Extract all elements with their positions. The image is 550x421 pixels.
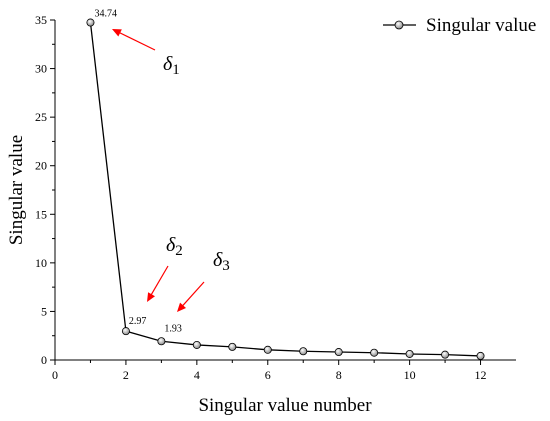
legend-marker-swatch (394, 20, 404, 30)
data-point-marker (476, 351, 485, 360)
delta-subscript: 1 (172, 62, 180, 78)
data-point-marker (263, 345, 272, 354)
data-point-marker (157, 337, 166, 346)
series-line (89, 22, 481, 357)
y-tick-label: 0 (41, 353, 47, 367)
data-point-marker (299, 347, 308, 356)
delta-symbol: δ (213, 249, 223, 271)
y-ticks: 0 5 10 15 20 25 30 35 (35, 13, 55, 367)
data-point-marker (370, 348, 379, 357)
data-label: 1.93 (164, 323, 182, 334)
red-arrow (180, 281, 205, 308)
data-point-marker (405, 349, 414, 358)
delta-annotation-1: δ1 (163, 53, 180, 78)
y-axis-title: Singular value (6, 135, 27, 245)
legend-entry: Singular value (426, 15, 536, 36)
delta-subscript: 2 (175, 243, 183, 259)
delta-annotation-3: δ3 (213, 249, 230, 274)
y-tick-label: 5 (41, 304, 47, 318)
x-tick-label: 10 (404, 368, 416, 382)
legend: Singular value (383, 15, 536, 36)
y-tick-label: 30 (35, 62, 47, 76)
x-ticks: 0 2 4 6 8 10 12 (52, 360, 487, 382)
x-tick-label: 6 (265, 368, 271, 382)
x-tick-label: 4 (194, 368, 200, 382)
data-point-marker (228, 342, 237, 351)
y-tick-label: 25 (35, 110, 47, 124)
data-point-marker (121, 327, 130, 336)
red-arrowhead (147, 292, 155, 302)
y-tick-label: 35 (35, 13, 47, 27)
series-layer (86, 18, 485, 360)
delta-symbol: δ (163, 53, 173, 75)
data-point-marker (334, 348, 343, 357)
data-point-marker (86, 18, 95, 27)
x-axis-title: Singular value number (198, 395, 372, 416)
x-tick-label: 12 (475, 368, 487, 382)
data-label: 34.74 (94, 9, 117, 20)
data-label: 2.97 (129, 316, 147, 327)
delta-annotation-2: δ2 (166, 234, 183, 259)
data-point-marker (441, 350, 450, 359)
y-tick-label: 20 (35, 159, 47, 173)
data-point-marker (192, 340, 201, 349)
x-tick-label: 8 (336, 368, 342, 382)
red-arrowhead (177, 302, 186, 312)
red-arrow (117, 31, 156, 51)
x-tick-label: 2 (123, 368, 129, 382)
delta-symbol: δ (166, 234, 176, 256)
axes (54, 20, 516, 361)
data-labels-layer: 34.74 2.97 1.93 (94, 9, 181, 335)
red-arrowhead (112, 29, 122, 37)
y-tick-label: 10 (35, 256, 47, 270)
red-arrow (149, 265, 169, 298)
y-tick-label: 15 (35, 207, 47, 221)
x-tick-label: 0 (52, 368, 58, 382)
delta-subscript: 3 (222, 258, 230, 274)
